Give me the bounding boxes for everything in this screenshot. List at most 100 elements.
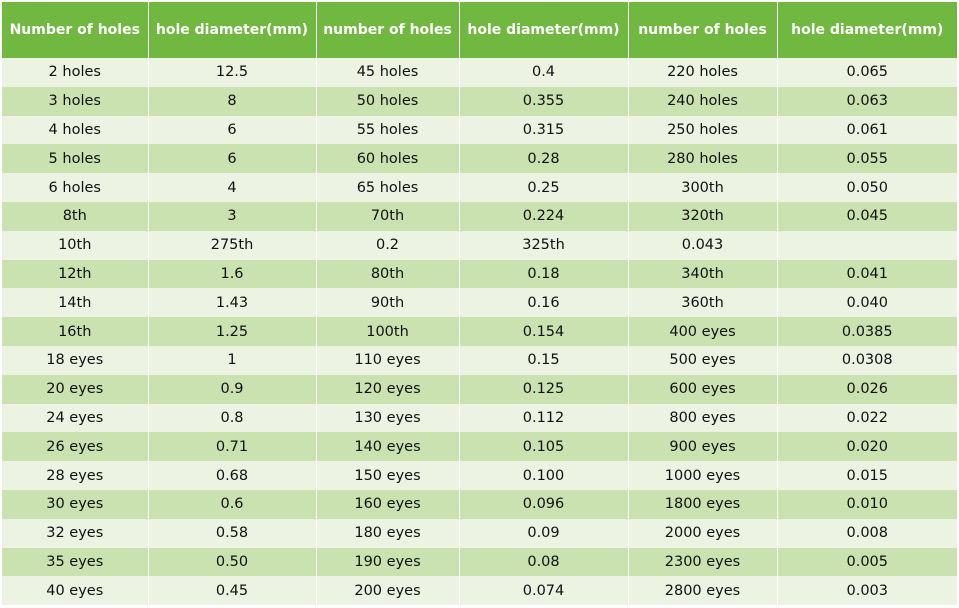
table-cell: 0.100 xyxy=(459,461,629,490)
table-cell: 0.68 xyxy=(148,461,317,490)
table-cell: 0.045 xyxy=(777,201,957,231)
table-cell: 2800 eyes xyxy=(628,576,778,606)
table-cell: 18 eyes xyxy=(2,345,149,375)
table-row: 24 eyes 0.8 130 eyes 0.112 800 eyes 0.022 xyxy=(2,403,957,433)
header-hole-diameter-1: hole diameter(mm) xyxy=(148,2,317,58)
table-cell: 0.8 xyxy=(148,403,317,433)
table-cell: 140 eyes xyxy=(316,432,460,462)
table-row: 2 holes 12.5 45 holes 0.4 220 holes 0.065 xyxy=(2,58,957,87)
table-cell: 0.28 xyxy=(459,144,629,174)
table-cell: 110 eyes xyxy=(316,345,460,375)
table-cell: 0.15 xyxy=(459,345,629,375)
table-cell: 0.050 xyxy=(777,173,957,202)
table-cell: 320th xyxy=(628,201,778,231)
table-cell: 0.112 xyxy=(459,403,629,433)
table-cell: 150 eyes xyxy=(316,461,460,490)
table-cell: 0.50 xyxy=(148,547,317,577)
table-cell: 30 eyes xyxy=(2,489,149,519)
table-cell: 5 holes xyxy=(2,144,149,174)
table-row: 6 holes 4 65 holes 0.25 300th 0.050 xyxy=(2,173,957,202)
table-cell: 0.45 xyxy=(148,576,317,606)
header-number-of-holes-1: Number of holes xyxy=(2,2,149,58)
header-row: Number of holes hole diameter(mm) number… xyxy=(2,2,957,58)
table-row: 3 holes 8 50 holes 0.355 240 holes 0.063 xyxy=(2,86,957,116)
table-row: 8th 3 70th 0.224 320th 0.045 xyxy=(2,201,957,231)
header-hole-diameter-2: hole diameter(mm) xyxy=(459,2,629,58)
table-cell: 32 eyes xyxy=(2,518,149,548)
table-cell: 16th xyxy=(2,317,149,346)
table-cell xyxy=(777,230,957,260)
table-cell: 0.125 xyxy=(459,374,629,404)
table-cell: 4 holes xyxy=(2,115,149,145)
table-row: 12th 1.6 80th 0.18 340th 0.041 xyxy=(2,259,957,289)
header-hole-diameter-3: hole diameter(mm) xyxy=(777,2,957,58)
table-cell: 300th xyxy=(628,173,778,202)
table-cell: 6 xyxy=(148,115,317,145)
table-cell: 2300 eyes xyxy=(628,547,778,577)
table-row: 10th 275th 0.2 325th 0.043 xyxy=(2,230,957,260)
table-cell: 1.43 xyxy=(148,288,317,318)
table-cell: 0.020 xyxy=(777,432,957,462)
table-cell: 0.015 xyxy=(777,461,957,490)
table-cell: 0.224 xyxy=(459,201,629,231)
table-cell: 20 eyes xyxy=(2,374,149,404)
table-cell: 55 holes xyxy=(316,115,460,145)
table-cell: 1800 eyes xyxy=(628,489,778,519)
table-cell: 0.022 xyxy=(777,403,957,433)
table-cell: 70th xyxy=(316,201,460,231)
table-cell: 0.063 xyxy=(777,86,957,116)
table-cell: 45 holes xyxy=(316,58,460,87)
table-cell: 80th xyxy=(316,259,460,289)
table-cell: 190 eyes xyxy=(316,547,460,577)
table-cell: 6 holes xyxy=(2,173,149,202)
table-cell: 120 eyes xyxy=(316,374,460,404)
table-cell: 40 eyes xyxy=(2,576,149,606)
table-cell: 0.355 xyxy=(459,86,629,116)
table-cell: 0.0308 xyxy=(777,345,957,375)
table-cell: 12th xyxy=(2,259,149,289)
table-cell: 0.026 xyxy=(777,374,957,404)
table-cell: 1000 eyes xyxy=(628,461,778,490)
table-cell: 90th xyxy=(316,288,460,318)
table-cell: 60 holes xyxy=(316,144,460,174)
table-cell: 2 holes xyxy=(2,58,149,87)
table-cell: 0.16 xyxy=(459,288,629,318)
table-cell: 240 holes xyxy=(628,86,778,116)
table-row: 28 eyes 0.68 150 eyes 0.100 1000 eyes 0.015 xyxy=(2,461,957,490)
table-cell: 130 eyes xyxy=(316,403,460,433)
table-cell: 0.4 xyxy=(459,58,629,87)
table-row: 5 holes 6 60 holes 0.28 280 holes 0.055 xyxy=(2,144,957,174)
table-cell: 3 xyxy=(148,201,317,231)
table-cell: 4 xyxy=(148,173,317,202)
table-cell: 24 eyes xyxy=(2,403,149,433)
table-cell: 1.6 xyxy=(148,259,317,289)
table-cell: 8 xyxy=(148,86,317,116)
table-cell: 180 eyes xyxy=(316,518,460,548)
table-cell: 1.25 xyxy=(148,317,317,346)
table-cell: 250 holes xyxy=(628,115,778,145)
table-cell: 0.005 xyxy=(777,547,957,577)
table-cell: 0.18 xyxy=(459,259,629,289)
table-cell: 0.096 xyxy=(459,489,629,519)
table-cell: 0.061 xyxy=(777,115,957,145)
table-cell: 275th xyxy=(148,230,317,260)
table-row: 40 eyes 0.45 200 eyes 0.074 2800 eyes 0.003 xyxy=(2,576,957,606)
table-cell: 12.5 xyxy=(148,58,317,87)
table-cell: 0.09 xyxy=(459,518,629,548)
table-cell: 600 eyes xyxy=(628,374,778,404)
table-cell: 0.040 xyxy=(777,288,957,318)
table-cell: 160 eyes xyxy=(316,489,460,519)
table-cell: 400 eyes xyxy=(628,317,778,346)
table-cell: 360th xyxy=(628,288,778,318)
table-row: 16th 1.25 100th 0.154 400 eyes 0.0385 xyxy=(2,317,957,346)
table-row: 20 eyes 0.9 120 eyes 0.125 600 eyes 0.026 xyxy=(2,374,957,404)
table-row: 35 eyes 0.50 190 eyes 0.08 2300 eyes 0.005 xyxy=(2,547,957,577)
table-cell: 0.105 xyxy=(459,432,629,462)
table-cell: 0.043 xyxy=(628,230,778,260)
table-cell: 0.003 xyxy=(777,576,957,606)
table-cell: 340th xyxy=(628,259,778,289)
table-cell: 0.065 xyxy=(777,58,957,87)
table-cell: 1 xyxy=(148,345,317,375)
